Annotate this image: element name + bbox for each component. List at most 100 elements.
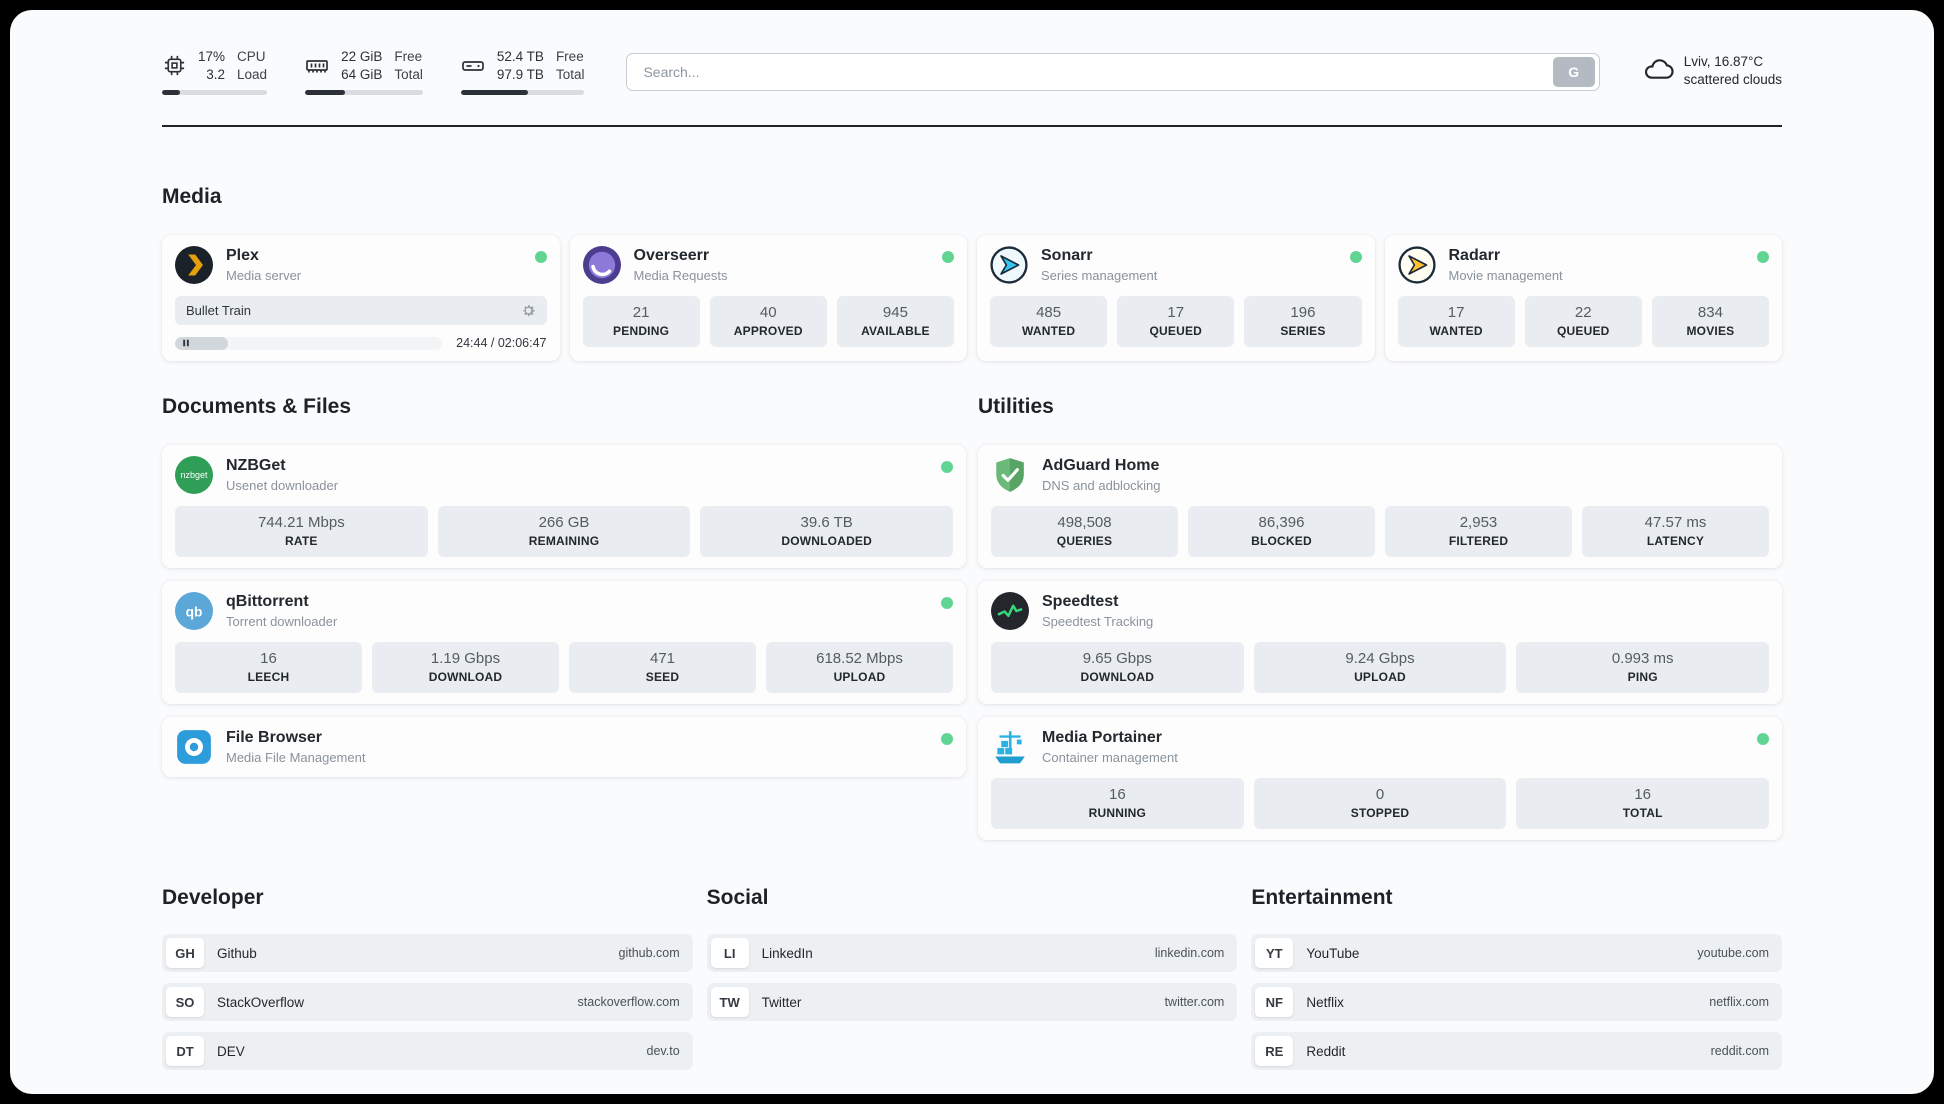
stat-label: DOWNLOAD [1080, 670, 1155, 685]
bookmark-abbr: YT [1255, 938, 1294, 969]
stat-label: MOVIES [1686, 324, 1735, 339]
app-card-adguard[interactable]: AdGuard Home DNS and adblocking 498,508 … [978, 445, 1782, 569]
stat-tile: 485 WANTED [990, 296, 1108, 348]
bookmark-name: LinkedIn [761, 945, 813, 961]
svg-text:nzbget: nzbget [181, 470, 208, 480]
status-dot [941, 461, 953, 474]
bookmark-linkedin[interactable]: LI LinkedIn linkedin.com [706, 934, 1238, 973]
bookmark-twitter[interactable]: TW Twitter twitter.com [706, 983, 1238, 1022]
stat-tile: 2,953 FILTERED [1385, 506, 1572, 558]
stat-value: 0 [1375, 786, 1385, 804]
bookmark-reddit[interactable]: RE Reddit reddit.com [1251, 1032, 1782, 1071]
app-subtitle: Speedtest Tracking [1042, 614, 1154, 630]
gear-icon[interactable] [521, 303, 536, 318]
entertainment-section-title: Entertainment [1251, 886, 1393, 910]
ram-progress-bar [305, 90, 423, 96]
stat-tile: 22 QUEUED [1524, 296, 1642, 348]
disk-total-value: 97.9 TB [496, 66, 544, 82]
search-input[interactable] [627, 53, 1553, 90]
cpu-load-value: 3.2 [206, 66, 226, 82]
stat-tile: 40 APPROVED [709, 296, 827, 348]
weather-condition: scattered clouds [1683, 72, 1782, 88]
app-card-qbittorrent[interactable]: qb qBittorrent Torrent downloader 16 [162, 581, 966, 705]
bookmark-url: github.com [618, 946, 680, 961]
bookmark-youtube[interactable]: YT YouTube youtube.com [1251, 934, 1782, 973]
stat-value: 86,396 [1258, 514, 1305, 532]
bookmark-name: Netflix [1306, 994, 1344, 1010]
stat-label: TOTAL [1622, 806, 1663, 821]
stat-value: 47.57 ms [1644, 514, 1707, 532]
stat-value: 16 [1108, 786, 1126, 804]
stat-label: AVAILABLE [861, 324, 930, 339]
playback-progress-bar[interactable] [175, 336, 443, 350]
bookmark-stackoverflow[interactable]: SO StackOverflow stackoverflow.com [162, 983, 693, 1022]
stat-label: DOWNLOADED [781, 534, 873, 549]
stat-value: 39.6 TB [800, 514, 853, 532]
media-section-title: Media [162, 185, 222, 209]
stat-tile: 39.6 TB DOWNLOADED [700, 506, 954, 558]
bookmark-dev[interactable]: DT DEV dev.to [162, 1032, 693, 1071]
stat-label: UPLOAD [1354, 670, 1406, 685]
app-subtitle: Media server [226, 268, 302, 284]
stat-tile: 196 SERIES [1244, 296, 1362, 348]
ram-total-value: 64 GiB [341, 66, 383, 82]
ram-total-label: Total [394, 66, 423, 82]
app-card-radarr[interactable]: Radarr Movie management 17 WANTED 22 QUE… [1384, 235, 1782, 362]
app-name: Plex [226, 247, 259, 265]
bookmark-url: youtube.com [1697, 946, 1769, 961]
app-card-overseerr[interactable]: Overseerr Media Requests 21 PENDING 40 A… [569, 235, 967, 362]
dashboard-page: 17% 3.2 CPU Load [10, 10, 1934, 1094]
stat-value: 17 [1167, 304, 1185, 322]
app-card-nzbget[interactable]: nzbget NZBGet Usenet downloader 744.21 M… [162, 445, 966, 569]
bookmark-abbr: GH [166, 938, 204, 969]
bookmark-abbr: RE [1255, 1036, 1294, 1067]
bookmark-netflix[interactable]: NF Netflix netflix.com [1251, 983, 1782, 1022]
header-bar: 17% 3.2 CPU Load [162, 10, 1782, 96]
app-card-plex[interactable]: Plex Media server Bullet Train [162, 235, 560, 362]
weather-location-temp: Lviv, 16.87°C [1683, 54, 1764, 70]
stat-value: 266 GB [538, 514, 590, 532]
app-name: Overseerr [633, 247, 710, 265]
app-subtitle: Media File Management [226, 750, 366, 766]
stat-tile: 16 LEECH [175, 642, 362, 694]
stat-tile: 498,508 QUERIES [991, 506, 1178, 558]
search-bar: G [626, 52, 1600, 91]
status-dot [1757, 251, 1769, 264]
bookmark-url: reddit.com [1710, 1044, 1769, 1059]
stat-tile: 16 RUNNING [991, 778, 1244, 830]
stat-value: 9.65 Gbps [1082, 650, 1152, 668]
documents-section-title: Documents & Files [162, 395, 352, 419]
utilities-section: Utilities [978, 395, 1782, 841]
stat-value: 17 [1447, 304, 1465, 322]
bookmark-github[interactable]: GH Github github.com [162, 934, 693, 973]
stat-label: WANTED [1021, 324, 1076, 339]
app-card-filebrowser[interactable]: File Browser Media File Management [162, 717, 966, 778]
stat-value: 471 [649, 650, 676, 668]
app-name: File Browser [226, 729, 323, 747]
stat-label: REMAINING [528, 534, 600, 549]
ram-metric: 22 GiB 64 GiB Free Total [305, 48, 423, 96]
app-card-portainer[interactable]: Media Portainer Container management 16 … [978, 717, 1782, 841]
disk-metric: 52.4 TB 97.9 TB Free Total [460, 48, 585, 96]
stat-label: RATE [285, 534, 318, 549]
cpu-icon [162, 54, 186, 78]
app-name: AdGuard Home [1042, 457, 1160, 475]
cpu-load-label: Load [237, 66, 268, 82]
svg-text:qb: qb [186, 604, 203, 619]
app-card-speedtest[interactable]: Speedtest Speedtest Tracking 9.65 Gbps D… [978, 581, 1782, 705]
documents-section: Documents & Files nzbget NZBGet Usenet d… [162, 395, 966, 840]
playback-time: 24:44 / 02:06:47 [456, 336, 547, 351]
app-subtitle: Movie management [1448, 268, 1563, 284]
search-go-button[interactable]: G [1552, 56, 1595, 87]
entertainment-section: Entertainment YT YouTube youtube.com NF … [1251, 886, 1782, 1071]
radarr-icon [1397, 246, 1436, 284]
disk-free-value: 52.4 TB [496, 49, 544, 64]
disk-progress-bar [460, 90, 585, 96]
app-name: qBittorrent [226, 593, 309, 611]
stat-label: SERIES [1280, 324, 1326, 339]
app-card-sonarr[interactable]: Sonarr Series management 485 WANTED 17 Q… [977, 235, 1375, 362]
stat-value: 2,953 [1459, 514, 1498, 532]
cpu-progress-bar [162, 90, 268, 96]
bookmark-abbr: NF [1255, 987, 1294, 1018]
pause-icon[interactable] [182, 339, 190, 347]
